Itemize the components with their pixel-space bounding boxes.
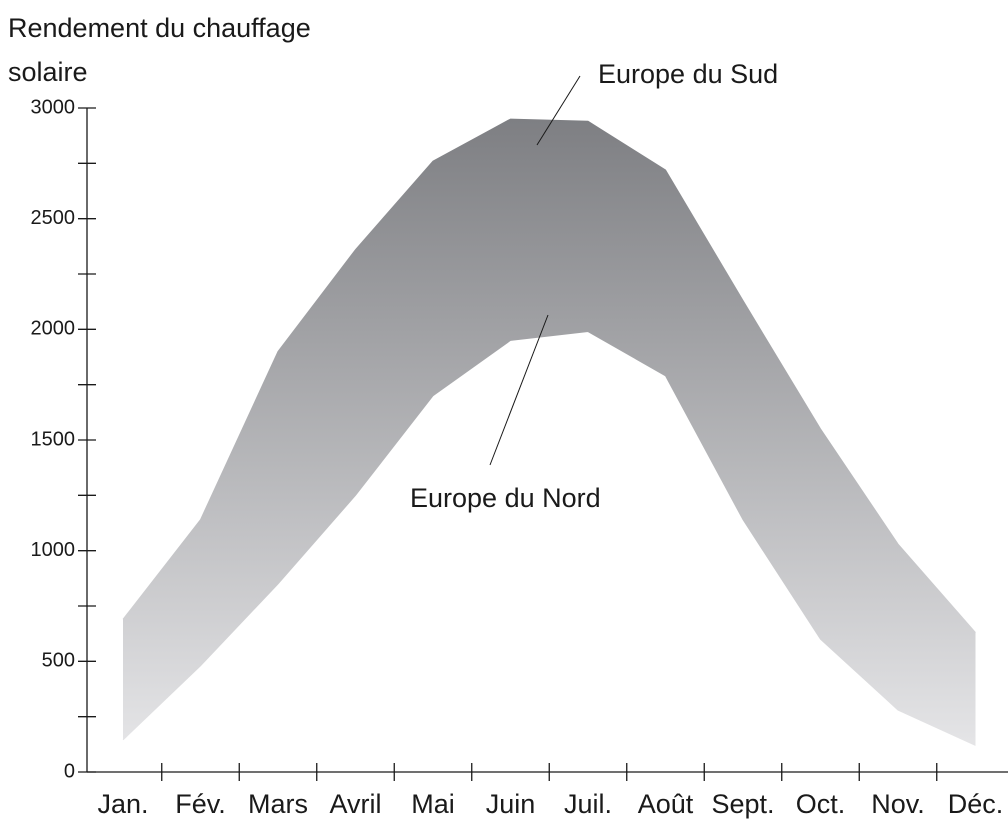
x-tick-label: Sept. bbox=[711, 789, 774, 819]
y-tick-label: 1000 bbox=[31, 539, 76, 561]
x-tick-label: Nov. bbox=[871, 789, 925, 819]
leader-line bbox=[536, 75, 581, 146]
y-tick-label: 3000 bbox=[31, 96, 76, 118]
y-tick-label: 1500 bbox=[31, 428, 76, 450]
y-tick-label: 0 bbox=[64, 760, 75, 782]
y-tick-label: 2500 bbox=[31, 207, 76, 229]
band-area bbox=[123, 119, 976, 746]
x-tick-label: Mars bbox=[248, 789, 308, 819]
band-edge bbox=[122, 118, 976, 633]
chart-title: Rendement du chauffage bbox=[8, 13, 311, 43]
y-tick-label: 500 bbox=[42, 650, 75, 672]
x-tick-label: Mai bbox=[411, 789, 455, 819]
y-tick-label: 2000 bbox=[31, 318, 76, 340]
x-tick-label: Août bbox=[638, 789, 694, 819]
x-tick-label: Déc. bbox=[948, 789, 1004, 819]
annotation: Europe du Nord bbox=[410, 483, 601, 513]
chart-title: solaire bbox=[8, 57, 88, 87]
leader-line bbox=[489, 314, 549, 466]
band-edge bbox=[122, 331, 976, 746]
x-tick-label: Oct. bbox=[796, 789, 846, 819]
x-tick-label: Jan. bbox=[97, 789, 148, 819]
x-tick-label: Juin bbox=[486, 789, 536, 819]
x-tick-label: Avril bbox=[329, 789, 381, 819]
x-tick-label: Fév. bbox=[175, 789, 226, 819]
x-tick-label: Juil. bbox=[564, 789, 612, 819]
annotation: Europe du Sud bbox=[598, 59, 778, 89]
